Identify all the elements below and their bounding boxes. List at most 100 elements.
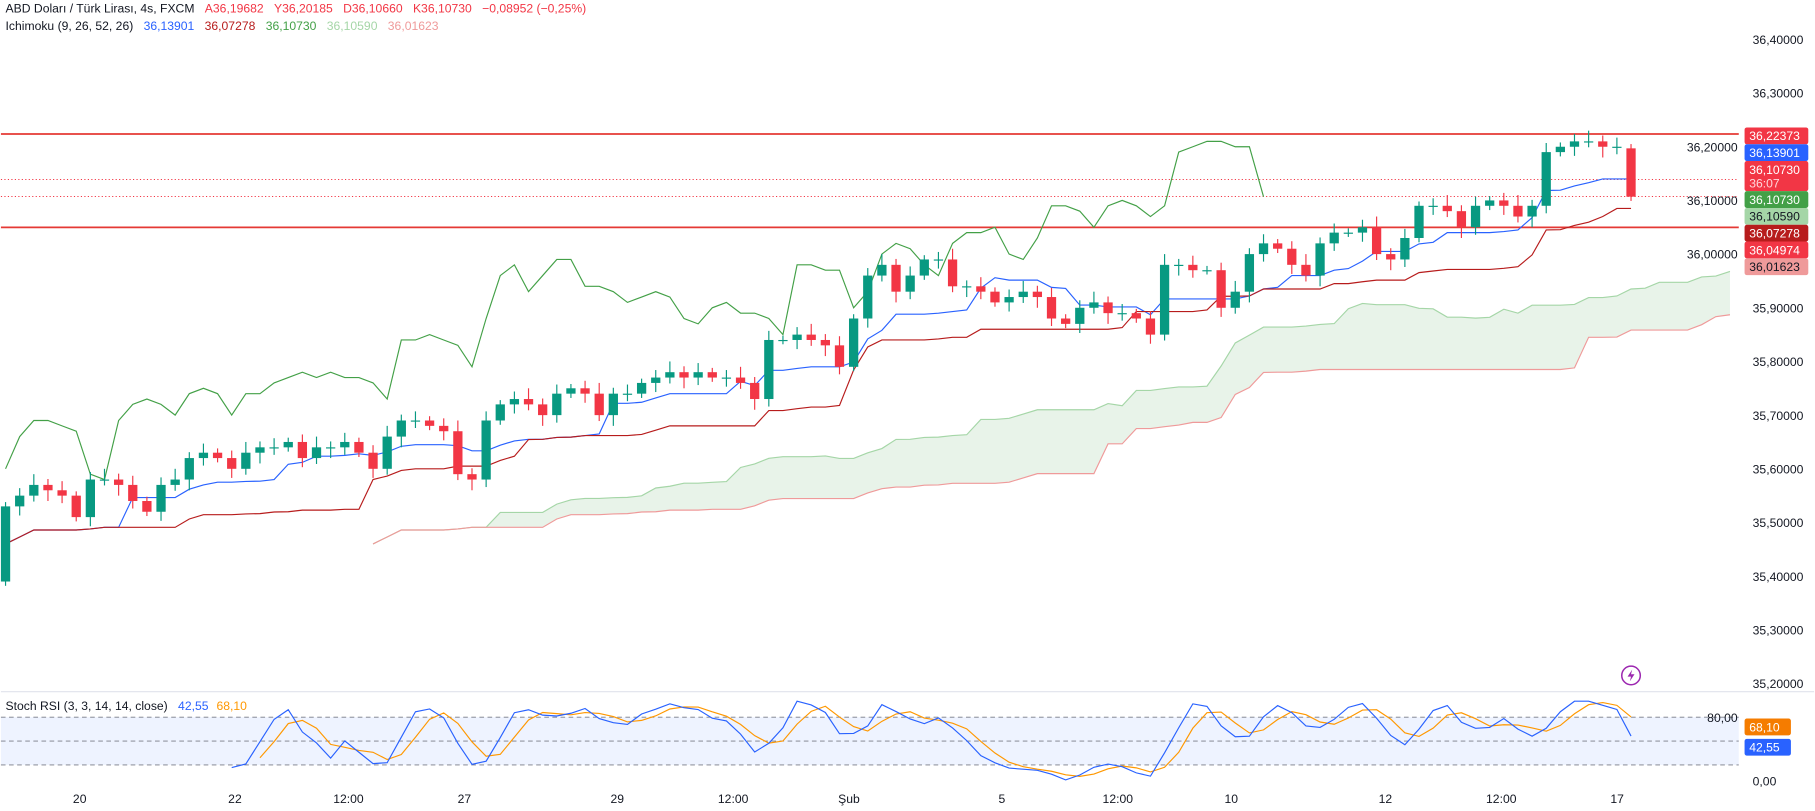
symbol-title[interactable]: ABD Doları / Türk Lirası, 4s, FXCM — [6, 2, 195, 16]
x-tick-label: 17 — [1610, 792, 1624, 806]
candle — [113, 473, 124, 496]
candle-body — [1075, 307, 1085, 324]
candle-body — [707, 372, 717, 378]
candle-body — [976, 286, 986, 292]
svg-text:Ichimoku (9, 26, 52, 26): Ichimoku (9, 26, 52, 26) 36,13901 36,072… — [6, 19, 439, 33]
candle-body — [1499, 200, 1509, 206]
stoch-tag: 42,55 — [1744, 738, 1791, 756]
candle-body — [905, 275, 915, 292]
stoch-rsi-label[interactable]: Stoch RSI (3, 3, 14, 14, close) — [6, 699, 168, 713]
price-tag-bg — [1744, 241, 1809, 259]
price-tag-label: 36,10730 — [1749, 163, 1800, 177]
candle — [170, 468, 180, 491]
candle — [1583, 130, 1594, 148]
candle-body — [1216, 270, 1226, 308]
candle — [848, 314, 859, 372]
candle-body — [778, 339, 788, 342]
candle-body — [1414, 205, 1424, 238]
price-tag-label: 36,04974 — [1749, 243, 1800, 257]
candle — [1527, 199, 1537, 228]
candle-body — [1583, 141, 1594, 143]
candle-body — [523, 399, 534, 405]
candle-body — [1357, 227, 1368, 233]
candle — [976, 277, 986, 300]
candle-body — [57, 490, 67, 496]
candle-body — [1555, 146, 1565, 153]
candle-body — [113, 479, 124, 485]
candle — [1273, 239, 1283, 254]
ohlc-low: D36,10660 — [343, 2, 403, 16]
horizontal-lines[interactable] — [0, 133, 1739, 229]
candle-body — [1061, 318, 1071, 324]
candle — [424, 416, 435, 431]
candle — [326, 441, 336, 459]
price-tag: 36,01623 — [1744, 258, 1809, 276]
candle-body — [382, 436, 392, 469]
candle-body — [1428, 205, 1438, 207]
candle — [495, 400, 505, 425]
candle — [85, 472, 95, 527]
candle — [0, 502, 11, 586]
candle-body — [877, 264, 887, 276]
candle-body — [1018, 291, 1028, 298]
candle-body — [806, 334, 816, 340]
x-tick-label: Şub — [838, 792, 860, 806]
price-tag-label: 36,01623 — [1749, 260, 1800, 274]
candle — [636, 378, 647, 398]
candle — [679, 366, 689, 389]
candle-body — [792, 334, 802, 340]
tenkan-sen-line — [5, 178, 1632, 545]
candle — [750, 377, 760, 410]
y-tick-label: 35,50000 — [1753, 516, 1804, 530]
candle — [594, 382, 604, 422]
lightning-icon[interactable] — [1621, 665, 1642, 686]
x-tick-label: 5 — [999, 792, 1006, 806]
candle-body — [665, 372, 675, 378]
stoch-tag: 68,10 — [1744, 718, 1791, 736]
candle-body — [1541, 152, 1551, 206]
candle-body — [184, 458, 194, 480]
candle-body — [1174, 264, 1184, 266]
candle — [1499, 192, 1509, 215]
price-tag-countdown: 36:07 — [1749, 177, 1780, 191]
candle-body — [368, 452, 378, 469]
y-tick-label: 35,40000 — [1753, 570, 1804, 584]
candle-body — [580, 388, 590, 394]
candle — [156, 477, 166, 521]
candle-body — [679, 372, 689, 378]
candle — [1046, 287, 1057, 327]
candle-body — [1485, 200, 1495, 206]
candle-body — [481, 420, 491, 480]
candle-body — [1046, 297, 1057, 319]
candle — [1103, 296, 1113, 324]
candle — [566, 383, 576, 398]
y-tick-label: 36,10000 — [1687, 194, 1738, 208]
ichimoku-label[interactable]: Ichimoku (9, 26, 52, 26) — [6, 19, 134, 33]
candles — [0, 130, 1636, 586]
candle — [1315, 237, 1325, 287]
x-tick-label: 29 — [611, 792, 625, 806]
candle — [1131, 308, 1141, 323]
candle — [368, 445, 378, 478]
legend: ABD Doları / Türk Lirası, 4s, FXCM A36,1… — [6, 2, 587, 713]
candle — [962, 280, 972, 298]
candle-body — [1626, 148, 1636, 197]
candle — [1541, 142, 1551, 214]
candle — [1301, 254, 1311, 282]
candle-body — [891, 264, 901, 292]
stoch-d-value: 68,10 — [217, 699, 248, 713]
candle — [1414, 201, 1424, 243]
ichimoku-kijun-value: 36,07278 — [205, 19, 256, 33]
candle — [1202, 265, 1212, 275]
stoch-tag-label: 68,10 — [1749, 720, 1780, 734]
candle — [99, 468, 110, 486]
candle-body — [85, 479, 95, 518]
y-tick-label: 36,00000 — [1687, 248, 1738, 262]
candle — [1598, 135, 1608, 158]
candle — [354, 437, 364, 457]
candle-body — [735, 377, 746, 383]
candle — [1004, 289, 1014, 312]
candle — [1117, 304, 1127, 321]
